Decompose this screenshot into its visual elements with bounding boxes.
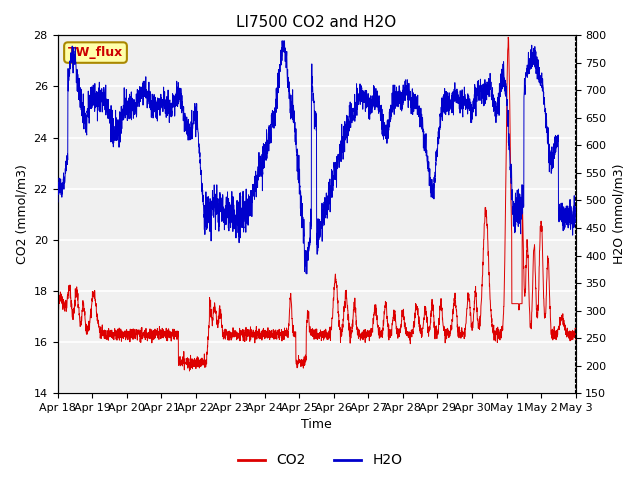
X-axis label: Time: Time bbox=[301, 419, 332, 432]
Text: TW_flux: TW_flux bbox=[68, 46, 123, 59]
Y-axis label: CO2 (mmol/m3): CO2 (mmol/m3) bbox=[15, 164, 28, 264]
Legend: CO2, H2O: CO2, H2O bbox=[232, 448, 408, 473]
Y-axis label: H2O (mmol/m3): H2O (mmol/m3) bbox=[612, 164, 625, 264]
Title: LI7500 CO2 and H2O: LI7500 CO2 and H2O bbox=[236, 15, 397, 30]
